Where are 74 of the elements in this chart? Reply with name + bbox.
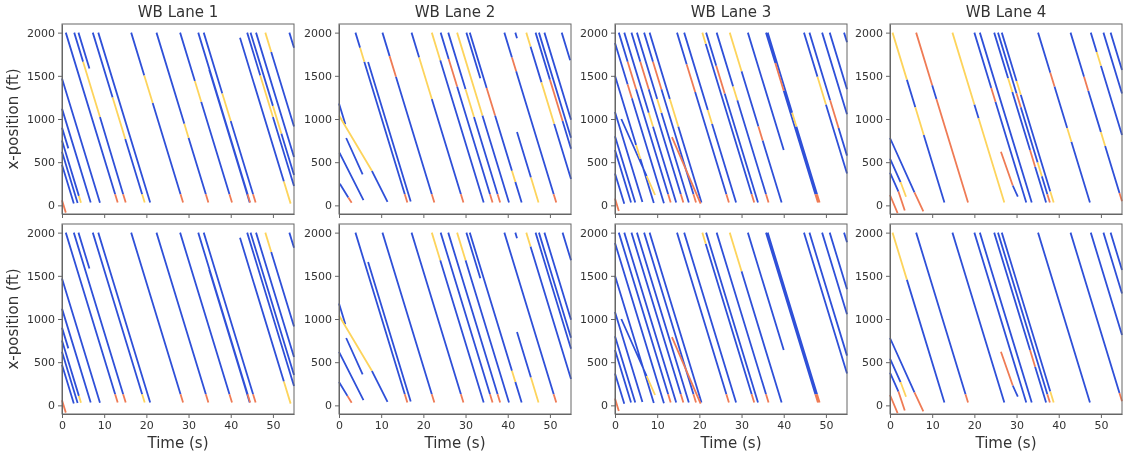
y-axis-title: x-position (ft) <box>4 268 22 370</box>
y-tick-label: 1000 <box>855 313 883 327</box>
y-tick-label: 0 <box>325 199 332 213</box>
y-tick-label: 0 <box>48 199 55 213</box>
chart-title: WB Lane 4 <box>965 3 1047 21</box>
y-tick-label: 2000 <box>580 226 608 240</box>
x-tick-label: 40 <box>1052 418 1067 432</box>
x-axis-title: Time (s) <box>974 434 1037 452</box>
y-tick-label: 1500 <box>27 69 55 83</box>
y-tick-label: 1500 <box>304 69 332 83</box>
chart-title: WB Lane 1 <box>137 3 219 21</box>
x-tick-label: 0 <box>612 418 619 432</box>
y-tick-label: 0 <box>601 399 608 413</box>
x-tick-label: 0 <box>59 418 66 432</box>
y-tick-label: 0 <box>876 199 883 213</box>
y-tick-label: 500 <box>587 156 608 170</box>
x-axis-title: Time (s) <box>699 434 762 452</box>
y-tick-label: 500 <box>311 156 332 170</box>
x-tick-label: 10 <box>925 418 940 432</box>
x-tick-label: 50 <box>819 418 834 432</box>
y-tick-label: 1000 <box>27 113 55 127</box>
y-tick-label: 1000 <box>304 313 332 327</box>
y-tick-label: 1000 <box>855 113 883 127</box>
y-tick-label: 500 <box>311 356 332 370</box>
x-tick-label: 10 <box>650 418 665 432</box>
y-tick-label: 0 <box>48 399 55 413</box>
y-tick-label: 2000 <box>580 26 608 40</box>
y-tick-label: 500 <box>862 356 883 370</box>
x-tick-label: 40 <box>501 418 516 432</box>
y-tick-label: 500 <box>587 356 608 370</box>
y-tick-label: 1500 <box>855 269 883 283</box>
x-tick-label: 40 <box>224 418 239 432</box>
x-tick-label: 20 <box>692 418 707 432</box>
x-axis-title: Time (s) <box>146 434 209 452</box>
y-tick-label: 1500 <box>580 269 608 283</box>
x-tick-label: 20 <box>416 418 431 432</box>
chart-title: WB Lane 2 <box>414 3 496 21</box>
y-tick-label: 1500 <box>27 269 55 283</box>
x-tick-label: 50 <box>1094 418 1109 432</box>
y-axis-title: x-position (ft) <box>4 68 22 170</box>
y-tick-label: 1500 <box>855 69 883 83</box>
x-tick-label: 30 <box>459 418 474 432</box>
y-tick-label: 2000 <box>855 226 883 240</box>
y-tick-label: 2000 <box>855 26 883 40</box>
x-tick-label: 40 <box>777 418 792 432</box>
x-tick-label: 20 <box>967 418 982 432</box>
x-tick-label: 50 <box>266 418 281 432</box>
x-tick-label: 20 <box>139 418 154 432</box>
y-tick-label: 1000 <box>304 113 332 127</box>
y-tick-label: 2000 <box>304 226 332 240</box>
y-tick-label: 2000 <box>304 26 332 40</box>
y-tick-label: 0 <box>876 399 883 413</box>
x-tick-label: 50 <box>543 418 558 432</box>
x-tick-label: 0 <box>887 418 894 432</box>
y-tick-label: 1000 <box>580 113 608 127</box>
y-tick-label: 0 <box>601 199 608 213</box>
y-tick-label: 500 <box>34 356 55 370</box>
y-tick-label: 2000 <box>27 226 55 240</box>
x-tick-label: 0 <box>336 418 343 432</box>
y-tick-label: 1000 <box>580 313 608 327</box>
x-tick-label: 30 <box>182 418 197 432</box>
x-tick-label: 30 <box>735 418 750 432</box>
x-tick-label: 10 <box>97 418 112 432</box>
x-axis-title: Time (s) <box>423 434 486 452</box>
y-tick-label: 500 <box>862 156 883 170</box>
y-tick-label: 2000 <box>27 26 55 40</box>
x-tick-label: 30 <box>1010 418 1025 432</box>
x-tick-label: 10 <box>374 418 389 432</box>
y-tick-label: 1500 <box>304 269 332 283</box>
y-tick-label: 500 <box>34 156 55 170</box>
y-tick-label: 0 <box>325 399 332 413</box>
y-tick-label: 1000 <box>27 313 55 327</box>
y-tick-label: 1500 <box>580 69 608 83</box>
chart-title: WB Lane 3 <box>690 3 772 21</box>
